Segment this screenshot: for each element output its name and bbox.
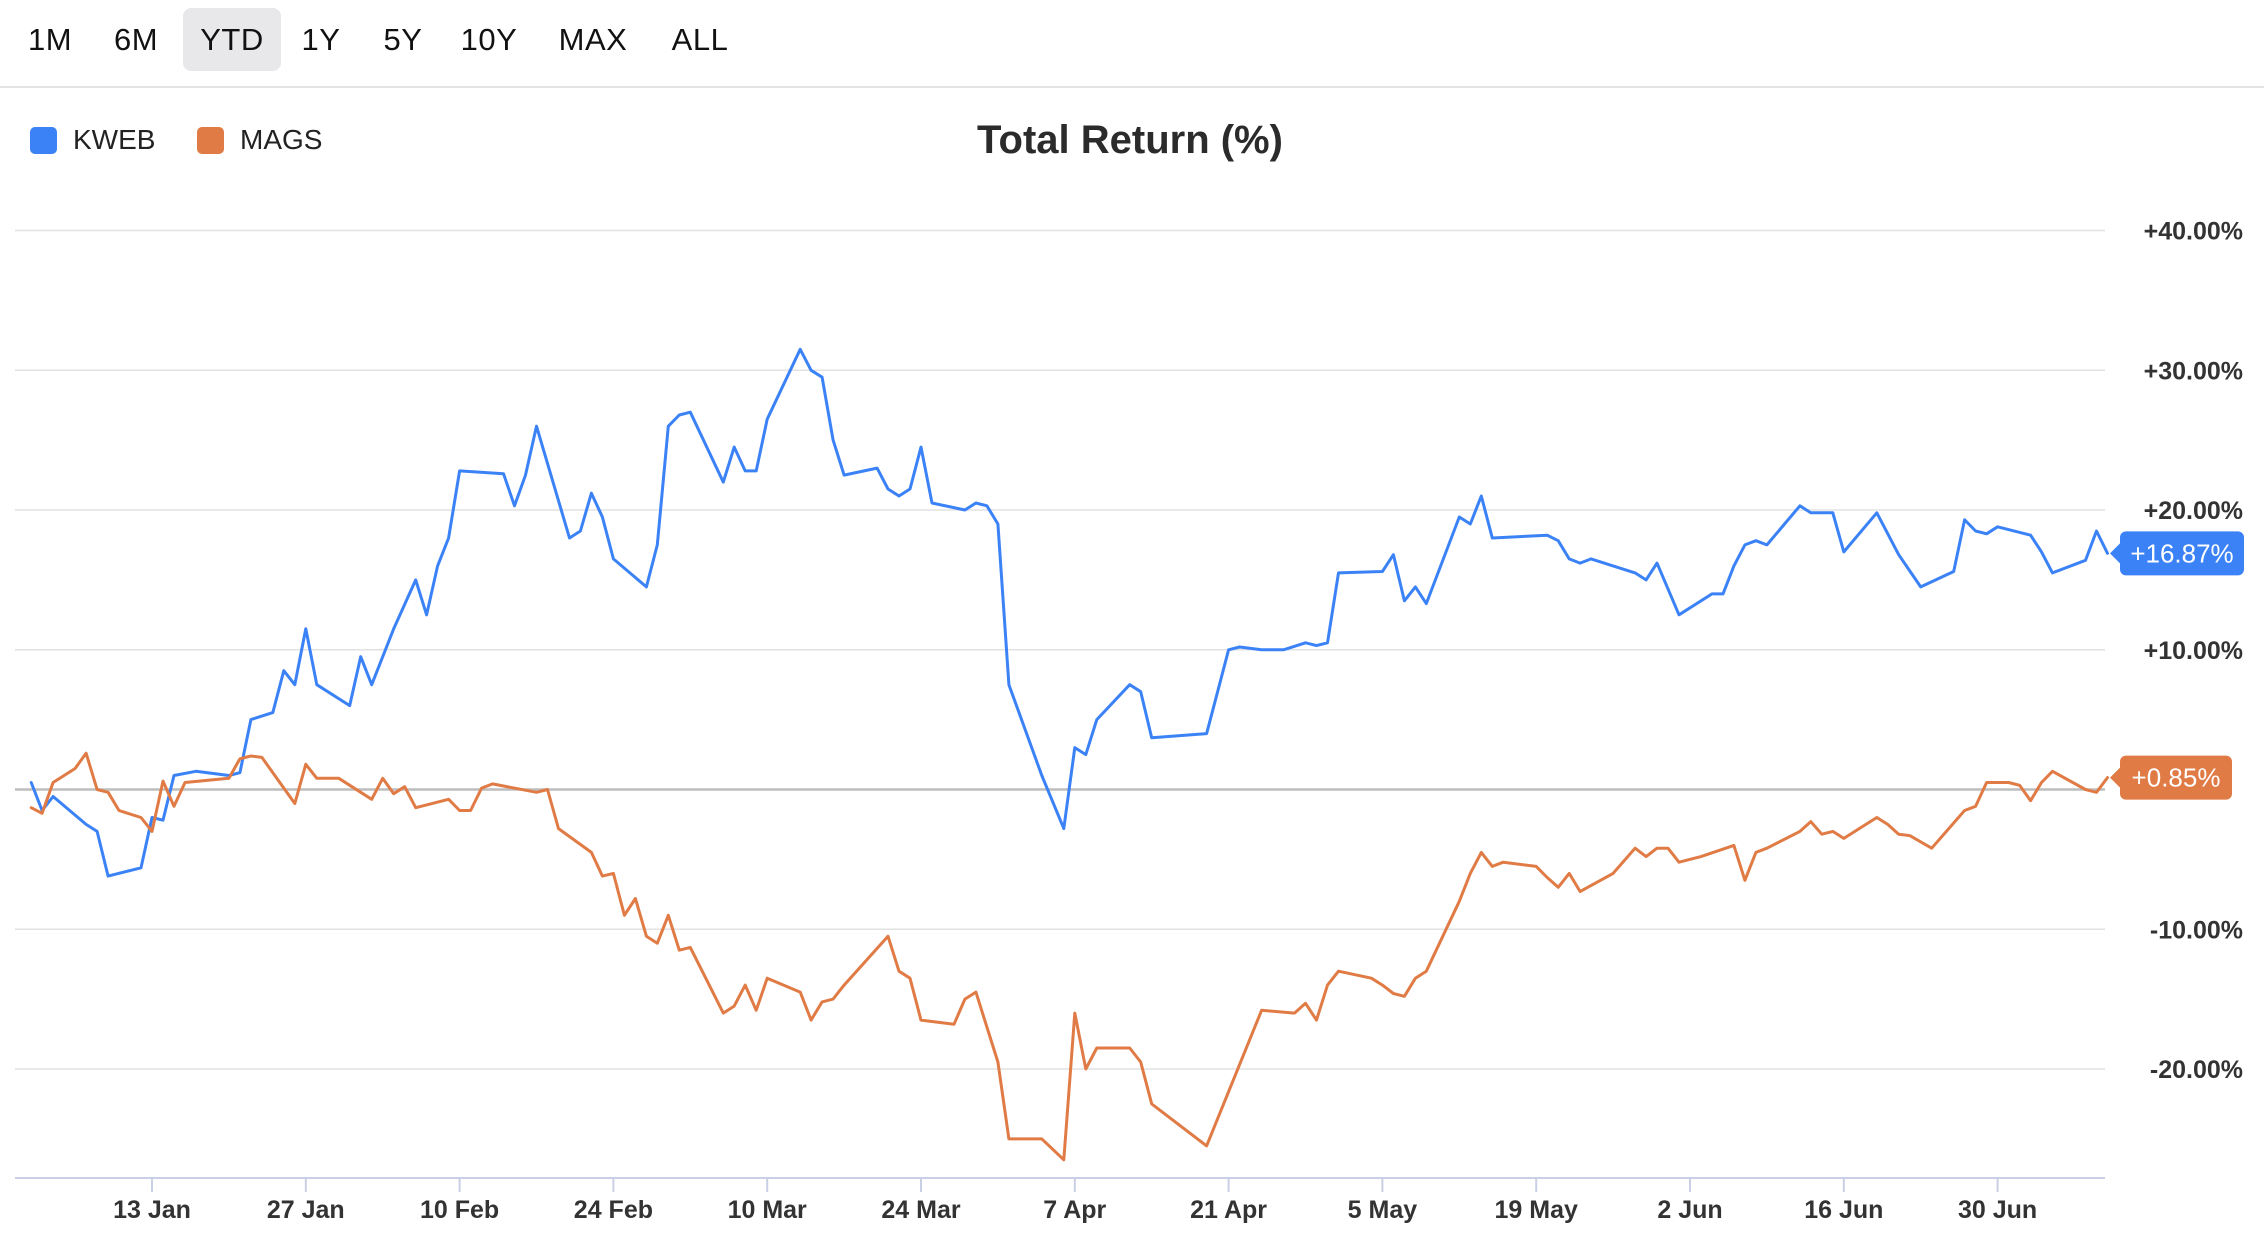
range-button-all[interactable]: ALL [671,22,729,57]
y-tick-label: +10.00% [2144,637,2243,665]
legend-swatch-mags [197,126,224,154]
legend-label-kweb: KWEB [73,124,156,155]
range-toolbar: 1M 6M YTD 1Y 5Y 10Y MAX ALL [0,0,2264,88]
x-tick-label: 2 Jun [1657,1196,1722,1224]
x-tick-label: 30 Jun [1958,1196,2037,1224]
legend-item-kweb[interactable]: KWEB [30,122,155,158]
series-lines [29,347,2109,1162]
flag-box [2120,531,2244,576]
y-tick-label: -20.00% [2150,1056,2243,1084]
flag-pointer [2110,543,2120,564]
x-tick-label: 19 May [1495,1196,1578,1224]
x-tick-label: 10 Mar [728,1196,807,1224]
legend-label-mags: MAGS [240,124,323,155]
x-tick-label: 27 Jan [267,1196,345,1224]
x-tick-label: 13 Jan [113,1196,191,1224]
legend-swatch-kweb [30,126,57,154]
legend-item-mags[interactable]: MAGS [197,122,322,158]
range-button-ytd[interactable]: YTD [183,8,281,71]
range-button-5y[interactable]: 5Y [383,22,423,57]
y-tick-label: +40.00% [2144,218,2243,246]
y-axis-labels: +40.00% +30.00% +20.00% +10.00% -10.00% -20.0… [2144,218,2243,1085]
x-tick-label: 24 Mar [881,1196,960,1224]
range-button-max[interactable]: MAX [558,22,628,57]
flag-pointer [2110,767,2120,788]
x-axis: 13 Jan 27 Jan 10 Feb 24 Feb 10 Mar 24 Mar 7 Ap… [15,1177,2105,1224]
flag-label: +16.87% [2130,538,2233,568]
grid-lines [15,229,2105,1070]
chart-title: Total Return (%) [977,118,1283,162]
y-tick-label: +30.00% [2144,357,2243,385]
x-tick-label: 21 Apr [1190,1196,1267,1224]
x-tick-label: 24 Feb [574,1196,653,1224]
range-button-1m[interactable]: 1M [27,22,73,57]
range-button-1y[interactable]: 1Y [301,22,341,57]
y-tick-label: +20.00% [2144,497,2243,525]
series-line-mags [29,751,2109,1162]
flag-box [2120,755,2232,800]
x-tick-label: 5 May [1348,1196,1418,1224]
x-tick-label: 10 Feb [420,1196,499,1224]
range-button-6m[interactable]: 6M [113,22,159,57]
flag-label: +0.85% [2132,763,2221,793]
last-value-flag-mags: +0.85% [2110,755,2232,800]
series-line-kweb [29,347,2109,878]
x-tick-label: 7 Apr [1043,1196,1106,1224]
y-tick-label: -10.00% [2150,916,2243,944]
last-value-flag-kweb: +16.87% [2110,531,2244,576]
range-button-10y[interactable]: 10Y [460,22,518,57]
x-tick-label: 16 Jun [1804,1196,1883,1224]
last-value-flags: +16.87% +0.85% [2110,531,2244,800]
